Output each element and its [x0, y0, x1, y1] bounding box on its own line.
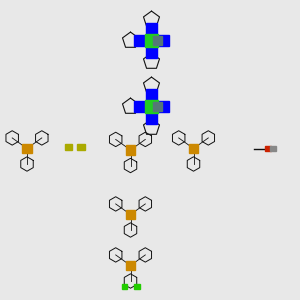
Bar — [126, 210, 135, 219]
Bar — [146, 112, 158, 124]
Bar — [64, 144, 72, 150]
Bar — [22, 144, 32, 153]
Bar — [157, 34, 169, 46]
Bar — [146, 23, 158, 35]
Bar — [77, 144, 85, 150]
Bar — [189, 144, 198, 153]
Bar — [157, 100, 169, 112]
Bar — [134, 100, 146, 112]
Bar — [146, 46, 158, 58]
Bar — [154, 102, 162, 111]
Bar — [145, 34, 158, 47]
Bar — [265, 146, 271, 151]
Bar — [134, 34, 146, 46]
Bar — [145, 100, 158, 113]
Bar — [146, 89, 158, 101]
Bar — [126, 145, 135, 155]
Bar — [270, 146, 276, 151]
Bar — [126, 261, 135, 270]
Bar — [122, 284, 127, 289]
Bar — [134, 284, 140, 289]
Bar — [154, 36, 162, 45]
